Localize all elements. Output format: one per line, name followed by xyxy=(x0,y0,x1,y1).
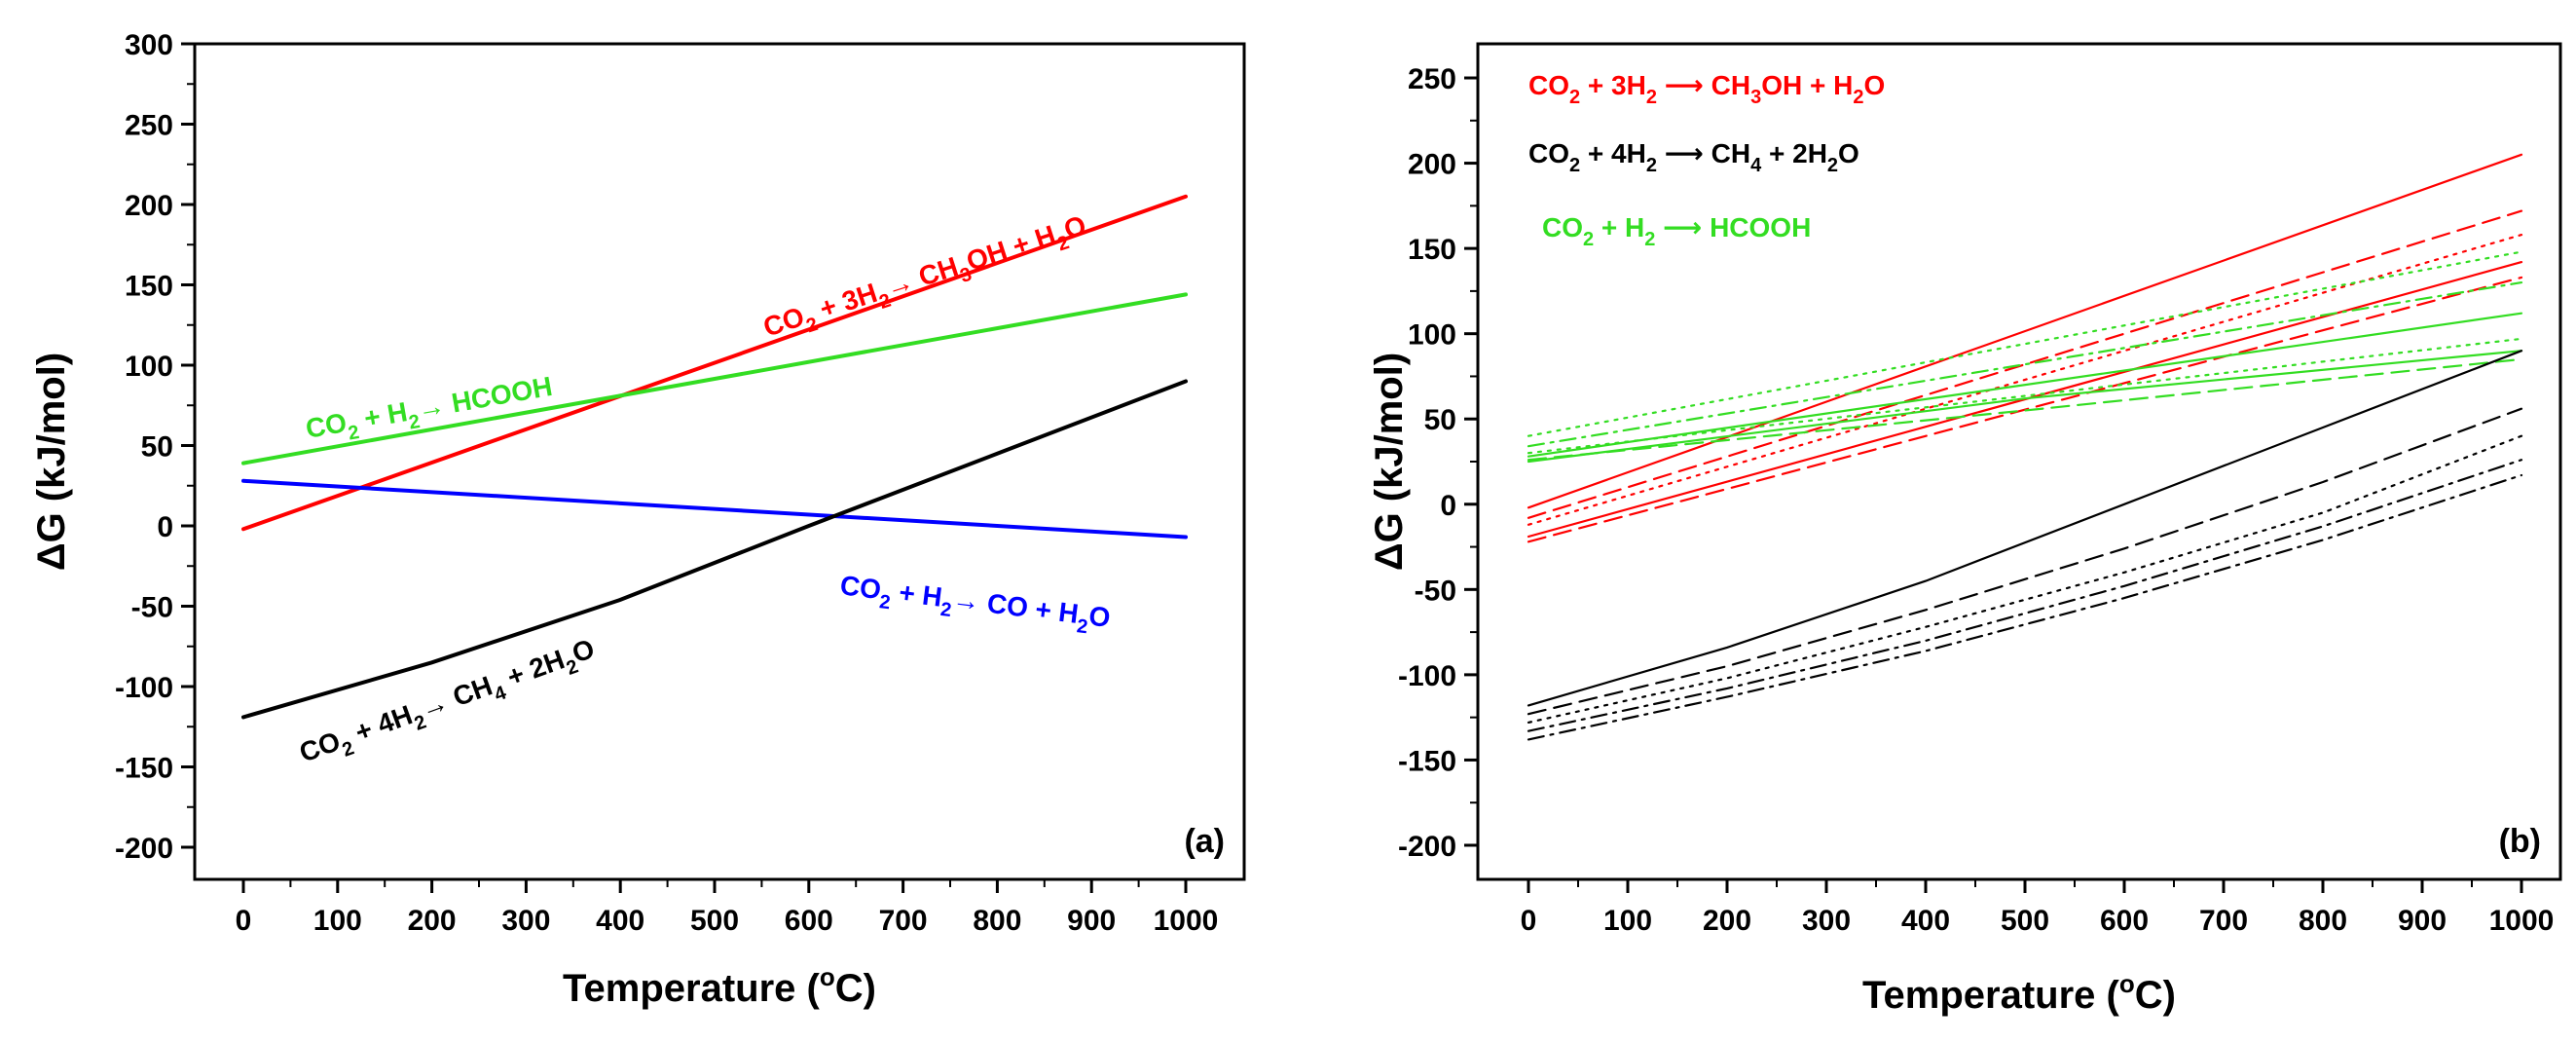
x-tick-label: 600 xyxy=(2100,905,2149,937)
series-line xyxy=(1527,350,2523,707)
x-tick-label: 800 xyxy=(2299,905,2347,937)
x-tick-label: 0 xyxy=(236,905,252,937)
x-tick-label: 1000 xyxy=(2489,905,2555,937)
series-line xyxy=(1527,312,2523,458)
y-tick-label: 100 xyxy=(1408,319,1456,352)
reaction-label: CO2 + H2→ CO + H2O xyxy=(837,570,1112,641)
reaction-label: CO2 + H2 ⟶ HCOOH xyxy=(1542,212,1811,250)
y-tick-label: 200 xyxy=(1408,149,1456,181)
reaction-label: CO2 + 3H2→ CH3OH + H2O xyxy=(759,209,1091,350)
series-line xyxy=(241,194,1188,532)
series-line xyxy=(1527,234,2523,526)
reaction-label: CO2 + 4H2 ⟶ CH4 + 2H2O xyxy=(1528,138,1859,176)
y-tick-label: -150 xyxy=(115,753,173,785)
x-tick-label: 200 xyxy=(408,905,457,937)
panel-label: (a) xyxy=(1184,823,1225,860)
series-line xyxy=(1527,209,2523,519)
x-tick-label: 100 xyxy=(1603,905,1652,937)
x-tick-label: 500 xyxy=(2001,905,2049,937)
series-line xyxy=(241,292,1188,465)
chart-panel-b: -200 -150 -100 -50 0 50 100 150 200 250 0 100 200 300… xyxy=(1368,42,2562,1017)
y-tick-label: 250 xyxy=(1408,63,1456,95)
x-tick-label: 900 xyxy=(1067,905,1116,937)
y-axis-title: ΔG (kJ/mol) xyxy=(30,353,73,571)
x-tick-label: 700 xyxy=(879,905,928,937)
y-tick-label: 150 xyxy=(125,271,173,303)
series-line xyxy=(241,478,1188,540)
y-tick-label: 150 xyxy=(1408,234,1456,266)
series-line xyxy=(1527,434,2523,725)
y-tick-label: 200 xyxy=(125,190,173,222)
reaction-label: CO2 + 4H2→ CH4 + 2H2O xyxy=(295,633,601,775)
x-tick-label: 300 xyxy=(1802,905,1851,937)
chart-panel-a: -200 -150 -100 -50 0 50 100 150 200 250 300 0 100 200… xyxy=(30,29,1246,1010)
series-line xyxy=(1527,357,2523,462)
series-line xyxy=(1527,337,2523,455)
y-tick-label: 250 xyxy=(125,110,173,142)
y-tick-label: 50 xyxy=(1424,404,1456,436)
x-tick-label: 600 xyxy=(785,905,833,937)
x-tick-label: 200 xyxy=(1703,905,1751,937)
y-tick-label: 0 xyxy=(157,511,173,543)
x-tick-label: 900 xyxy=(2398,905,2447,937)
plot-frame xyxy=(1476,42,2562,881)
series-line xyxy=(1527,281,2523,448)
x-tick-label: 800 xyxy=(973,905,1021,937)
series-line xyxy=(1527,350,2523,464)
panel-label: (b) xyxy=(2499,823,2541,860)
y-tick-label: 50 xyxy=(141,431,173,464)
x-tick-label: 500 xyxy=(690,905,739,937)
x-axis-title: Temperature (oC) xyxy=(563,962,876,1010)
x-tick-label: 700 xyxy=(2199,905,2248,937)
y-tick-label: -200 xyxy=(1398,831,1456,863)
series-line xyxy=(1527,153,2523,509)
y-tick-label: -100 xyxy=(1398,660,1456,692)
series-line xyxy=(241,379,1188,720)
y-tick-label: -200 xyxy=(115,833,173,865)
reaction-label: CO2 + H2→ HCOOH xyxy=(304,371,556,452)
y-tick-label: -150 xyxy=(1398,745,1456,777)
y-tick-label: 0 xyxy=(1440,490,1456,522)
x-axis-title: Temperature (oC) xyxy=(1862,969,2176,1017)
x-tick-label: 300 xyxy=(501,905,550,937)
reaction-label: CO2 + 3H2 ⟶ CH3OH + H2O xyxy=(1528,70,1885,108)
y-axis-title: ΔG (kJ/mol) xyxy=(1368,353,1411,571)
series-line xyxy=(1527,250,2523,437)
series-line xyxy=(1527,459,2523,732)
y-tick-label: -100 xyxy=(115,672,173,704)
y-tick-label: 100 xyxy=(125,351,173,383)
x-tick-label: 400 xyxy=(1901,905,1950,937)
x-tick-label: 400 xyxy=(596,905,644,937)
series-line xyxy=(1527,473,2523,741)
series-line xyxy=(1527,407,2523,716)
plot-frame xyxy=(193,42,1246,881)
y-tick-label: -50 xyxy=(131,592,173,624)
x-tick-label: 100 xyxy=(313,905,362,937)
x-tick-label: 1000 xyxy=(1154,905,1219,937)
x-tick-label: 0 xyxy=(1521,905,1537,937)
y-tick-label: 300 xyxy=(125,29,173,61)
y-tick-label: -50 xyxy=(1415,575,1456,607)
